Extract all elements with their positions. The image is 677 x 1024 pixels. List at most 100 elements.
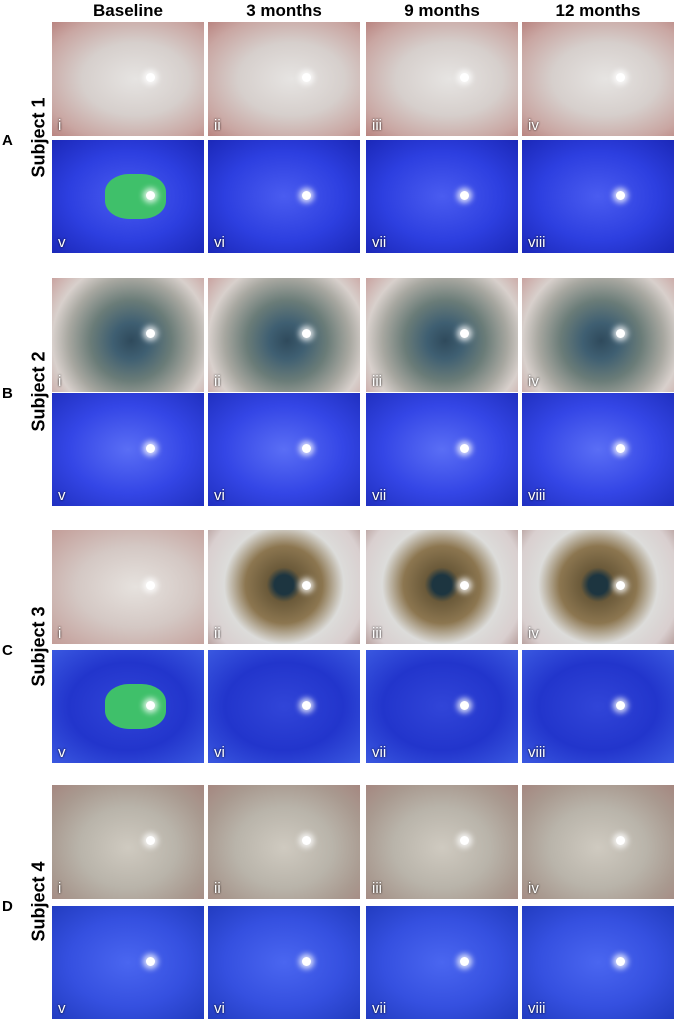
light-reflex <box>146 443 156 453</box>
light-reflex <box>302 190 312 200</box>
white-light-image: iii <box>366 785 518 899</box>
panel-letter: A <box>2 132 13 149</box>
panel-label: ii <box>214 625 221 642</box>
white-light-image: i <box>52 278 204 392</box>
light-reflex <box>302 700 312 710</box>
panel-label: i <box>58 880 62 897</box>
panel-label: vii <box>372 487 387 504</box>
panel-label: iii <box>372 117 382 134</box>
panel-label: v <box>58 744 66 761</box>
white-light-image: iv <box>522 530 674 644</box>
white-light-image: i <box>52 22 204 136</box>
light-reflex <box>616 581 626 591</box>
panel-label: iii <box>372 373 382 390</box>
light-reflex <box>146 956 156 966</box>
panel-letter: B <box>2 385 13 402</box>
white-light-image: iv <box>522 278 674 392</box>
white-light-image: ii <box>208 785 360 899</box>
panel-label: iv <box>528 625 539 642</box>
white-light-image: i <box>52 530 204 644</box>
light-reflex <box>146 581 156 591</box>
panel-label: i <box>58 625 62 642</box>
panel-label: vi <box>214 1000 225 1017</box>
panel-label: iii <box>372 880 382 897</box>
panel-label: iii <box>372 625 382 642</box>
light-reflex <box>460 329 470 339</box>
light-reflex <box>616 443 626 453</box>
stain-lesion <box>105 683 166 730</box>
white-light-image: ii <box>208 278 360 392</box>
subject-label: Subject 2 <box>28 351 49 432</box>
panel-label: iv <box>528 880 539 897</box>
light-reflex <box>460 836 470 846</box>
light-reflex <box>460 443 470 453</box>
panel-label: viii <box>528 487 546 504</box>
light-reflex <box>616 329 626 339</box>
fluorescein-image: vii <box>366 393 518 506</box>
light-reflex <box>302 956 312 966</box>
column-header: 3 months <box>246 1 322 20</box>
white-light-image: i <box>52 785 204 899</box>
light-reflex <box>146 190 156 200</box>
fluorescein-image: viii <box>522 650 674 763</box>
light-reflex <box>302 443 312 453</box>
panel-label: ii <box>214 880 221 897</box>
stain-lesion <box>105 173 166 220</box>
panel-label: ii <box>214 373 221 390</box>
panel-label: v <box>58 1000 66 1017</box>
panel-label: i <box>58 117 62 134</box>
column-header: 12 months <box>555 1 641 20</box>
fluorescein-image: v <box>52 906 204 1019</box>
fluorescein-image: v <box>52 393 204 506</box>
fluorescein-image: viii <box>522 140 674 253</box>
light-reflex <box>616 73 626 83</box>
fluorescein-image: v <box>52 140 204 253</box>
fluorescein-image: vi <box>208 140 360 253</box>
light-reflex <box>616 956 626 966</box>
panel-label: v <box>58 487 66 504</box>
white-light-image: iii <box>366 530 518 644</box>
column-header: 9 months <box>404 1 480 20</box>
white-light-image: ii <box>208 530 360 644</box>
light-reflex <box>146 700 156 710</box>
fluorescein-image: v <box>52 650 204 763</box>
light-reflex <box>460 956 470 966</box>
light-reflex <box>460 190 470 200</box>
subject-label: Subject 1 <box>28 96 49 178</box>
subject-label: Subject 4 <box>28 861 49 942</box>
light-reflex <box>146 836 156 846</box>
panel-letter: C <box>2 642 13 659</box>
panel-label: i <box>58 373 62 390</box>
fluorescein-image: vi <box>208 906 360 1019</box>
white-light-image: iii <box>366 278 518 392</box>
white-light-image: iv <box>522 785 674 899</box>
panel-label: vii <box>372 744 387 761</box>
panel-label: vi <box>214 487 225 504</box>
fluorescein-image: vii <box>366 906 518 1019</box>
light-reflex <box>460 73 470 83</box>
panel-letter: D <box>2 898 13 915</box>
fluorescein-image: vi <box>208 393 360 506</box>
panel-label: vii <box>372 234 387 251</box>
subject-label: Subject 3 <box>28 605 49 687</box>
light-reflex <box>302 329 312 339</box>
light-reflex <box>146 73 156 83</box>
panel-label: vi <box>214 234 225 251</box>
light-reflex <box>146 329 156 339</box>
fluorescein-image: vii <box>366 140 518 253</box>
fluorescein-image: viii <box>522 906 674 1019</box>
panel-label: viii <box>528 234 546 251</box>
light-reflex <box>616 836 626 846</box>
fluorescein-image: vii <box>366 650 518 763</box>
fluorescein-image: viii <box>522 393 674 506</box>
light-reflex <box>460 700 470 710</box>
white-light-image: iv <box>522 22 674 136</box>
white-light-image: iii <box>366 22 518 136</box>
light-reflex <box>302 73 312 83</box>
light-reflex <box>616 700 626 710</box>
fluorescein-image: vi <box>208 650 360 763</box>
panel-label: ii <box>214 117 221 134</box>
white-light-image: ii <box>208 22 360 136</box>
light-reflex <box>616 190 626 200</box>
